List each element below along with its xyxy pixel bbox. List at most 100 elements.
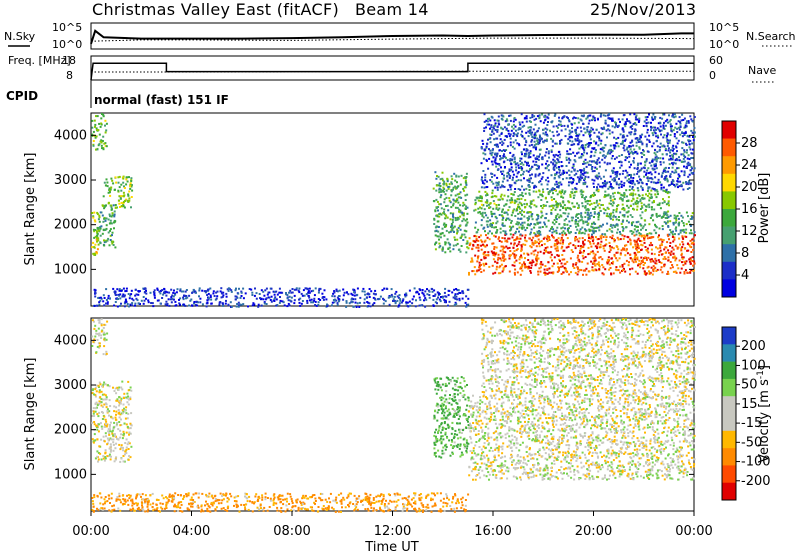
power-cell bbox=[536, 139, 539, 142]
power-cell bbox=[260, 298, 262, 301]
power-cell bbox=[514, 163, 517, 166]
power-cell bbox=[538, 138, 541, 141]
power-cell bbox=[655, 270, 658, 272]
power-cell bbox=[486, 236, 489, 239]
power-cell bbox=[581, 176, 583, 179]
power-cell bbox=[630, 222, 633, 225]
power-cell bbox=[481, 181, 484, 184]
power-cell bbox=[672, 156, 675, 159]
power-cell bbox=[131, 189, 134, 192]
power-cell bbox=[682, 160, 685, 163]
power-cell bbox=[598, 131, 601, 134]
power-cell bbox=[503, 224, 506, 227]
power-cell bbox=[490, 180, 493, 183]
power-cell bbox=[610, 257, 613, 260]
power-cell bbox=[445, 182, 448, 185]
power-cell bbox=[683, 272, 686, 275]
power-cell bbox=[523, 215, 526, 218]
velocity-cell bbox=[98, 400, 101, 403]
power-cell bbox=[512, 135, 515, 137]
power-cell bbox=[288, 304, 291, 307]
power-cell bbox=[680, 249, 683, 252]
power-cell bbox=[685, 122, 688, 125]
power-cell bbox=[591, 233, 593, 236]
power-cell bbox=[547, 251, 550, 254]
power-cell bbox=[530, 120, 532, 123]
power-cell bbox=[594, 245, 597, 248]
power-cell bbox=[653, 158, 656, 161]
power-cell bbox=[363, 290, 366, 293]
power-cell bbox=[394, 302, 397, 305]
power-cell bbox=[333, 291, 336, 294]
power-cell bbox=[151, 302, 154, 305]
power-cell bbox=[286, 294, 289, 296]
power-cell bbox=[597, 189, 600, 191]
power-cell bbox=[549, 129, 551, 132]
power-cell bbox=[562, 169, 565, 172]
power-cell bbox=[553, 198, 556, 200]
power-cell bbox=[525, 131, 528, 134]
power-cell bbox=[452, 296, 455, 299]
power-cell bbox=[604, 119, 607, 122]
power-cell bbox=[195, 291, 197, 294]
power-cell bbox=[613, 146, 616, 148]
power-cell bbox=[671, 233, 674, 236]
power-cell bbox=[206, 301, 209, 304]
power-cell bbox=[485, 194, 487, 197]
power-cell bbox=[629, 113, 632, 116]
power-cell bbox=[627, 206, 630, 209]
power-cell bbox=[105, 145, 108, 148]
power-cell bbox=[519, 194, 522, 197]
power-cell bbox=[688, 232, 691, 235]
power-cell bbox=[477, 269, 480, 272]
power-cell bbox=[495, 143, 498, 146]
power-cell bbox=[404, 293, 406, 296]
power-cell bbox=[589, 138, 592, 141]
power-cell bbox=[550, 174, 553, 177]
power-cell bbox=[556, 134, 559, 137]
power-cell bbox=[504, 230, 507, 233]
velocity-cell bbox=[121, 437, 124, 440]
power-cell bbox=[443, 201, 446, 204]
power-cell bbox=[592, 182, 595, 185]
power-cell bbox=[220, 296, 223, 299]
power-cell bbox=[496, 188, 499, 191]
power-cell bbox=[622, 170, 625, 172]
power-cell bbox=[170, 301, 173, 304]
velocity-cell bbox=[99, 396, 102, 399]
power-cell bbox=[578, 181, 581, 184]
power-cell bbox=[657, 259, 660, 262]
power-cell bbox=[622, 129, 625, 132]
power-cell bbox=[609, 195, 612, 198]
power-cell bbox=[504, 211, 506, 214]
power-cell bbox=[691, 167, 694, 170]
power-cell bbox=[552, 163, 555, 166]
power-cell bbox=[524, 160, 527, 163]
power-cell bbox=[459, 204, 462, 207]
power-cell bbox=[563, 171, 565, 174]
power-cell bbox=[581, 205, 584, 208]
power-cell bbox=[169, 298, 172, 301]
velocity-cell bbox=[110, 445, 112, 448]
power-cell bbox=[645, 124, 648, 127]
power-cell bbox=[441, 232, 444, 235]
power-cell bbox=[468, 271, 470, 274]
power-cell bbox=[610, 272, 612, 275]
power-cell bbox=[552, 272, 555, 275]
power-cell bbox=[583, 197, 586, 199]
power-cell bbox=[581, 172, 584, 175]
power-cell bbox=[667, 235, 670, 238]
power-cell bbox=[667, 142, 670, 145]
power-cell bbox=[693, 231, 696, 234]
power-cell bbox=[685, 235, 688, 238]
power-cell bbox=[270, 300, 273, 303]
power-cell bbox=[508, 177, 511, 179]
power-cell bbox=[308, 299, 311, 302]
power-cell bbox=[300, 292, 303, 295]
power-cell bbox=[591, 194, 594, 196]
power-cell bbox=[606, 262, 609, 265]
power-cell bbox=[274, 296, 277, 299]
power-cell bbox=[688, 135, 691, 138]
power-cell bbox=[225, 295, 228, 298]
power-cell bbox=[174, 304, 177, 307]
